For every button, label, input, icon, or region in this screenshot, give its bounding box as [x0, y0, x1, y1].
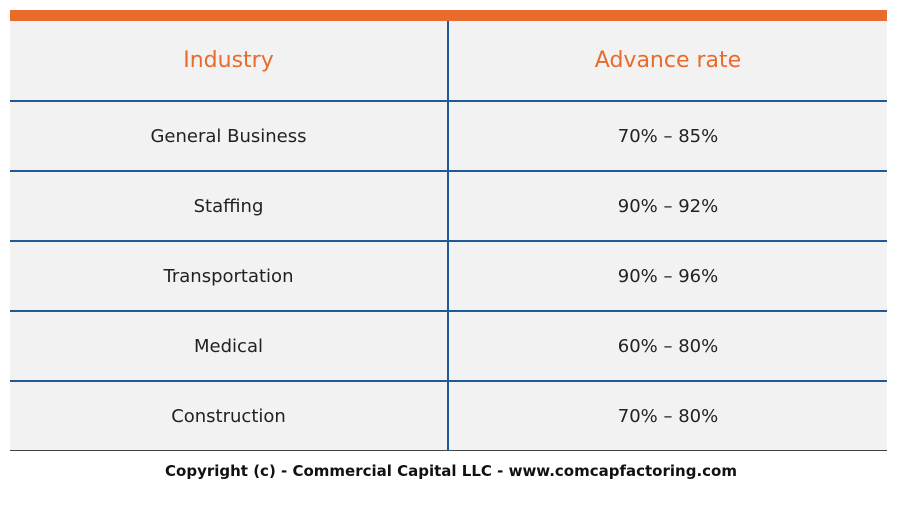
table-cell: 70% – 85%	[448, 101, 887, 172]
table-cell: Transportation	[10, 241, 449, 312]
table-row: Construction 70% – 80%	[10, 381, 887, 451]
table-cell: Staffing	[10, 171, 449, 242]
table-body: General Business 70% – 85% Staffing 90% – 9…	[10, 101, 887, 451]
table-row: Transportation 90% – 96%	[10, 241, 887, 312]
header-row: Industry Advance rate	[10, 21, 887, 102]
header-cell: Advance rate	[448, 21, 887, 102]
table-cell: 60% – 80%	[448, 311, 887, 382]
footer: Copyright (c) - Commercial Capital LLC -…	[165, 462, 737, 480]
table-cell: General Business	[10, 101, 449, 172]
table-row: General Business 70% – 85%	[10, 101, 887, 172]
table-cell: 70% – 80%	[448, 381, 887, 451]
table-row: Staffing 90% – 92%	[10, 171, 887, 242]
accent-bar	[10, 10, 887, 21]
table-cell: 90% – 92%	[448, 171, 887, 242]
table-cell: Construction	[10, 381, 449, 451]
table-cell: Medical	[10, 311, 449, 382]
table-row: Medical 60% – 80%	[10, 311, 887, 382]
rates-table: Industry Advance rate General Business 70%…	[10, 21, 887, 451]
header-cell: Industry	[10, 21, 449, 102]
table-cell: 90% – 96%	[448, 241, 887, 312]
